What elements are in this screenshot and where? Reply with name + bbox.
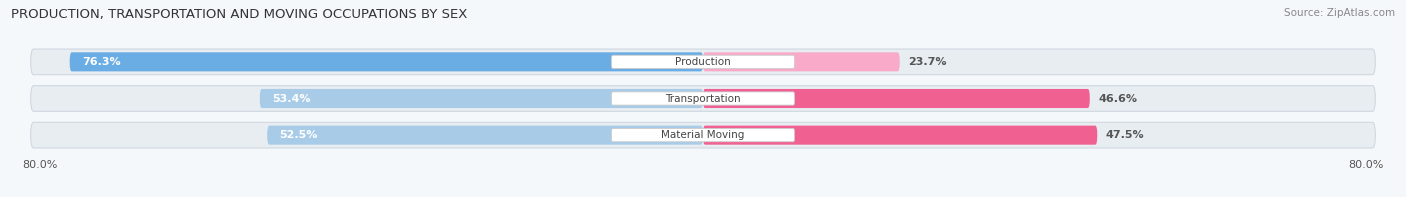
FancyBboxPatch shape <box>31 122 1375 148</box>
Text: 80.0%: 80.0% <box>1348 160 1384 170</box>
FancyBboxPatch shape <box>70 52 703 71</box>
Text: Material Moving: Material Moving <box>661 130 745 140</box>
Text: 47.5%: 47.5% <box>1105 130 1144 140</box>
FancyBboxPatch shape <box>612 129 794 142</box>
FancyBboxPatch shape <box>703 89 1090 108</box>
FancyBboxPatch shape <box>612 55 794 68</box>
FancyBboxPatch shape <box>612 92 794 105</box>
FancyBboxPatch shape <box>703 52 900 71</box>
Text: 80.0%: 80.0% <box>22 160 58 170</box>
FancyBboxPatch shape <box>260 89 703 108</box>
Text: 52.5%: 52.5% <box>280 130 318 140</box>
Text: 46.6%: 46.6% <box>1098 94 1137 103</box>
FancyBboxPatch shape <box>267 126 703 145</box>
Text: 23.7%: 23.7% <box>908 57 946 67</box>
Text: 76.3%: 76.3% <box>82 57 121 67</box>
FancyBboxPatch shape <box>31 49 1375 75</box>
Text: Source: ZipAtlas.com: Source: ZipAtlas.com <box>1284 8 1395 18</box>
FancyBboxPatch shape <box>31 86 1375 111</box>
Text: Transportation: Transportation <box>665 94 741 103</box>
FancyBboxPatch shape <box>703 126 1097 145</box>
Text: PRODUCTION, TRANSPORTATION AND MOVING OCCUPATIONS BY SEX: PRODUCTION, TRANSPORTATION AND MOVING OC… <box>11 8 468 21</box>
Text: 53.4%: 53.4% <box>273 94 311 103</box>
Text: Production: Production <box>675 57 731 67</box>
